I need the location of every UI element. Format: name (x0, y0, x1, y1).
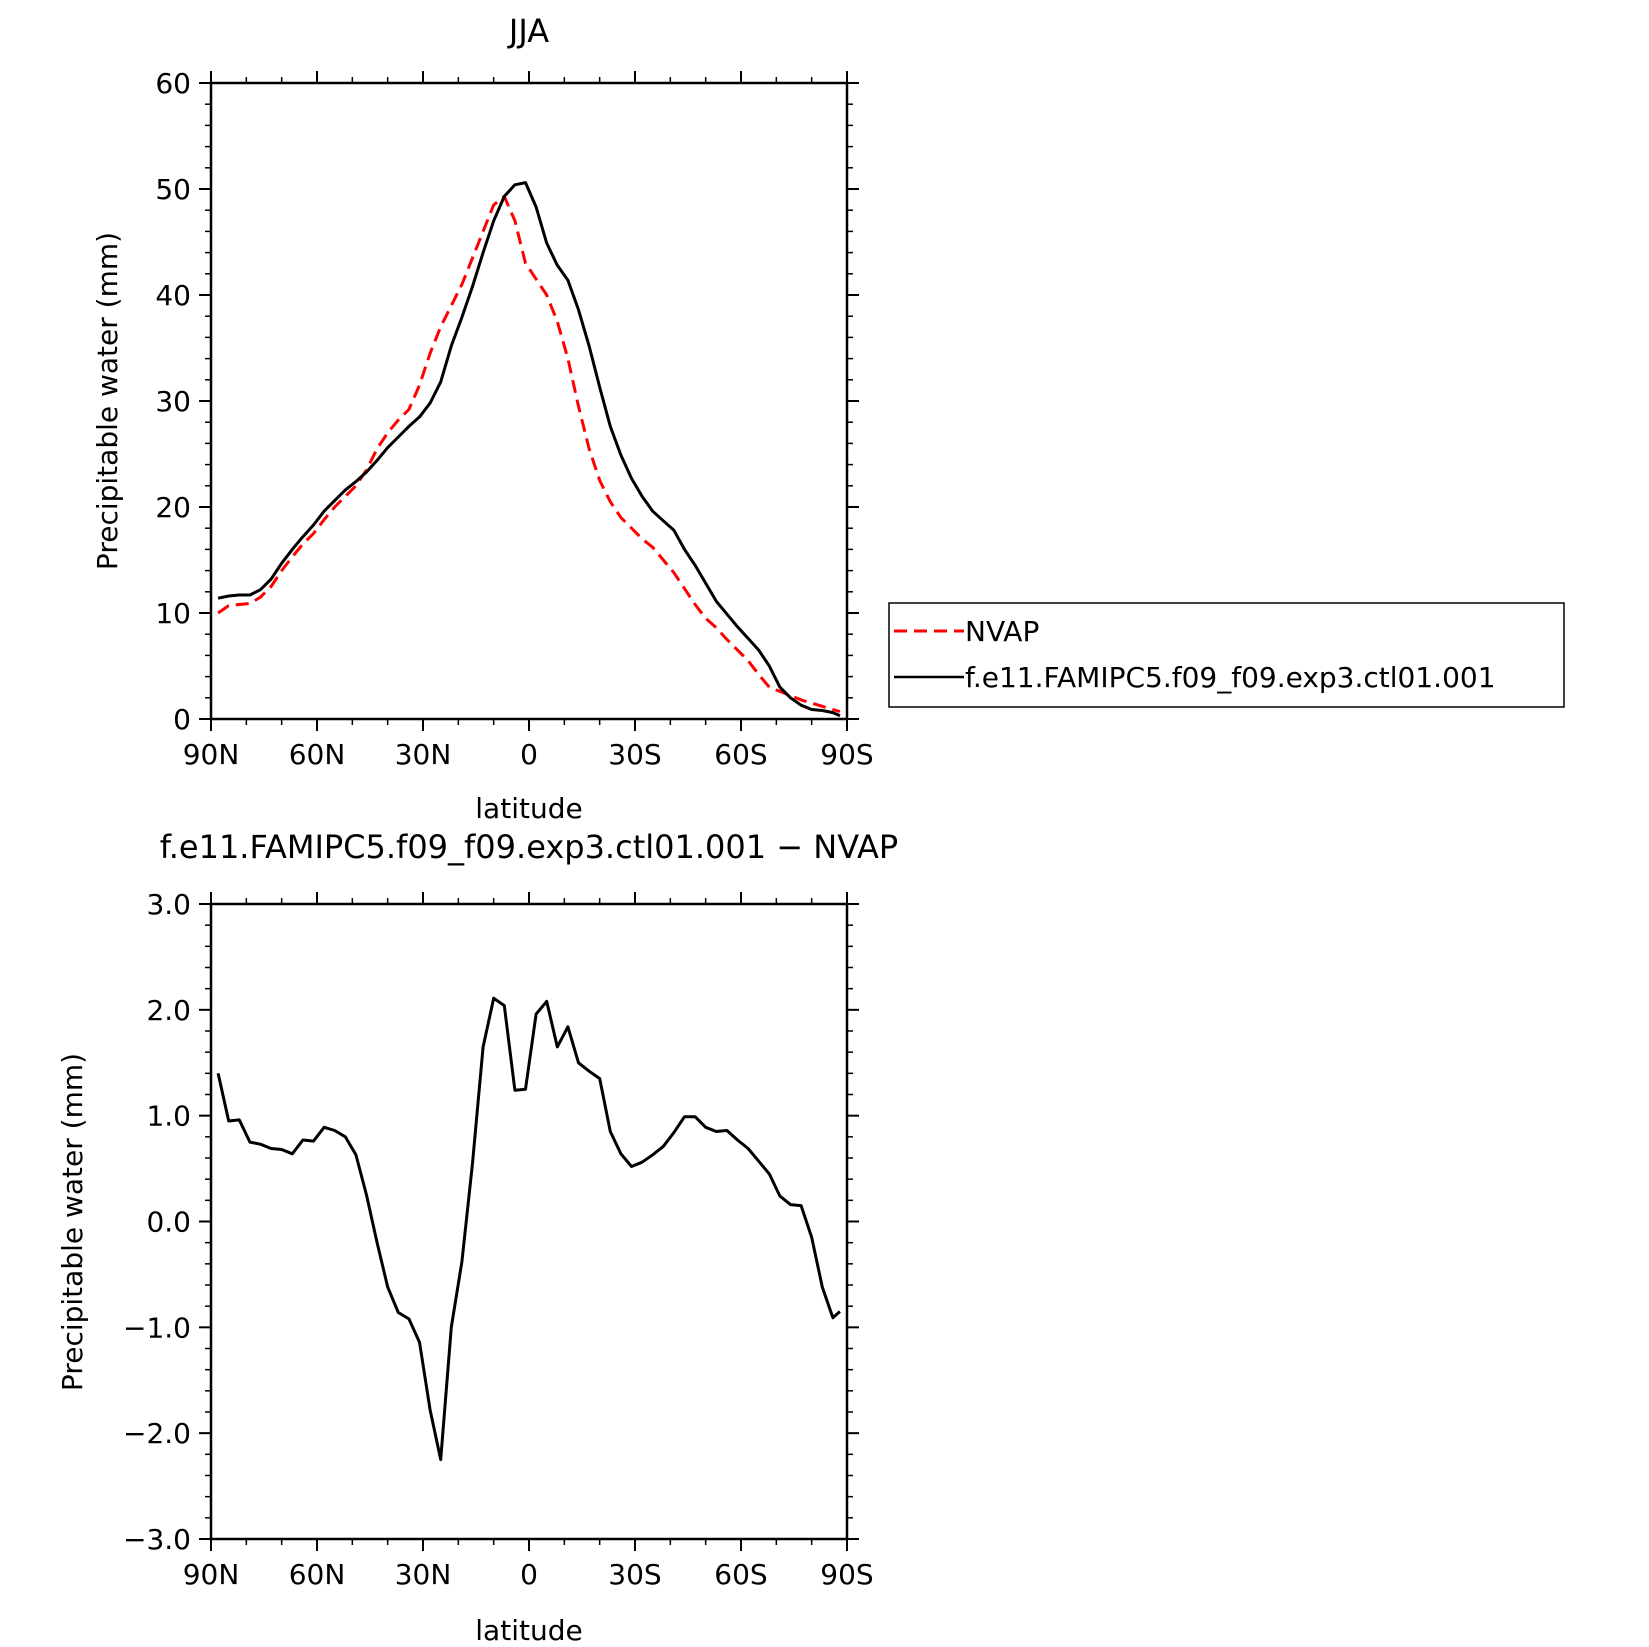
x-tick-label: 60S (714, 738, 767, 771)
top-x-axis-label: latitude (475, 792, 582, 825)
x-tick-label: 30S (608, 738, 661, 771)
series-line-difference (216, 996, 841, 1462)
x-tick-label: 60N (289, 1558, 346, 1591)
x-tick-label: 90N (183, 738, 240, 771)
bottom-x-tick-labels: 90N 60N 30N 0 30S 60S 90S (183, 1558, 874, 1591)
x-tick-label: 60S (714, 1558, 767, 1591)
y-tick-label: 0 (173, 703, 191, 736)
y-tick-label: 10 (155, 597, 191, 630)
y-tick-label: −1.0 (123, 1311, 191, 1344)
x-tick-label: 90N (183, 1558, 240, 1591)
y-tick-label: 2.0 (146, 994, 191, 1027)
top-axis-ticks (199, 71, 859, 731)
legend: NVAP f.e11.FAMIPC5.f09_f09.exp3.ctl01.00… (888, 602, 1565, 708)
top-y-tick-labels: 0 10 20 30 40 50 60 (155, 67, 191, 736)
x-tick-label: 30N (395, 738, 452, 771)
x-tick-label: 0 (520, 1558, 538, 1591)
legend-box (888, 602, 1565, 708)
y-tick-label: 20 (155, 491, 191, 524)
y-tick-label: 50 (155, 173, 191, 206)
y-tick-label: 30 (155, 385, 191, 418)
top-chart-title: JJA (507, 12, 549, 50)
series-line-model (217, 181, 841, 718)
y-tick-label: 40 (155, 279, 191, 312)
bottom-y-tick-labels: −3.0 −2.0 −1.0 0.0 1.0 2.0 3.0 (123, 888, 191, 1556)
top-series-lines (217, 181, 841, 718)
bottom-x-axis-label: latitude (475, 1614, 582, 1647)
x-tick-label: 60N (289, 738, 346, 771)
bottom-series-lines (216, 996, 841, 1462)
x-tick-label: 30S (608, 1558, 661, 1591)
x-tick-label: 90S (820, 1558, 873, 1591)
y-tick-label: −2.0 (123, 1417, 191, 1450)
x-tick-label: 0 (520, 738, 538, 771)
bottom-chart-title: f.e11.FAMIPC5.f09_f09.exp3.ctl01.001 − N… (160, 828, 898, 866)
top-plot-frame (209, 81, 849, 721)
legend-label-nvap: NVAP (965, 615, 1039, 648)
bottom-axis-ticks (199, 892, 859, 1551)
y-tick-label: −3.0 (123, 1523, 191, 1556)
y-tick-label: 3.0 (146, 888, 191, 921)
x-tick-label: 30N (395, 1558, 452, 1591)
y-tick-label: 60 (155, 67, 191, 100)
bottom-plot-frame (209, 902, 849, 1541)
y-tick-label: 1.0 (146, 1100, 191, 1133)
x-tick-label: 90S (820, 738, 873, 771)
series-line-nvap (217, 194, 841, 714)
top-y-axis-label: Precipitable water (mm) (91, 232, 124, 570)
top-line-chart: JJA 0 10 20 30 40 50 60 90N 60N 30N 0 30S 60S 90S la… (91, 12, 1565, 825)
top-x-tick-labels: 90N 60N 30N 0 30S 60S 90S (183, 738, 874, 771)
legend-label-model: f.e11.FAMIPC5.f09_f09.exp3.ctl01.001 (965, 661, 1496, 694)
y-tick-label: 0.0 (146, 1206, 191, 1239)
bottom-difference-chart: f.e11.FAMIPC5.f09_f09.exp3.ctl01.001 − N… (56, 828, 898, 1647)
bottom-y-axis-label: Precipitable water (mm) (56, 1053, 89, 1391)
